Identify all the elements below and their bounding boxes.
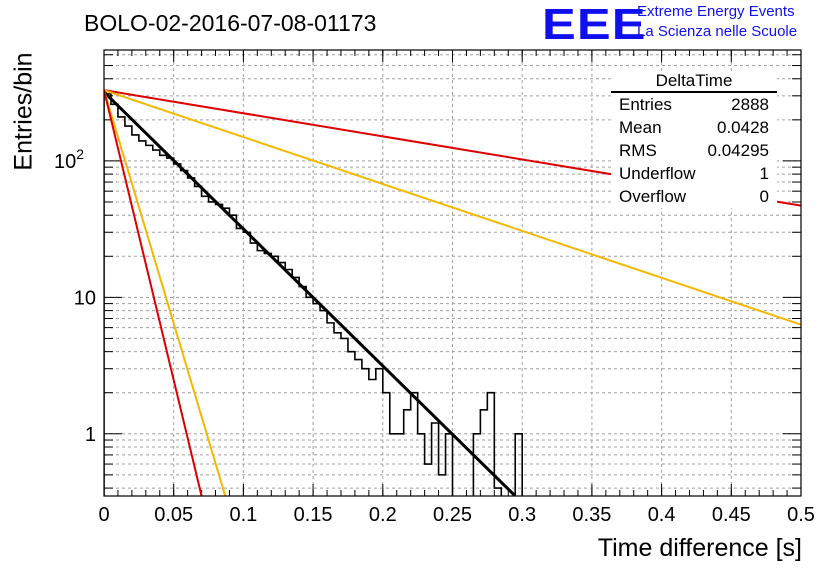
stats-box: DeltaTime Entries 2888 Mean 0.0428 RMS 0… (611, 71, 777, 208)
stats-row-mean: Mean 0.0428 (611, 116, 777, 139)
series-line-orange (104, 89, 801, 326)
stats-label: Entries (619, 95, 672, 114)
x-tick-label: 0.2 (369, 504, 397, 526)
series-line-orange (104, 89, 227, 496)
x-tick-label: 0.4 (648, 504, 676, 526)
x-tick-label: 0.3 (508, 504, 536, 526)
x-tick-label: 0 (98, 504, 109, 526)
chart-title: BOLO-02-2016-07-08-01173 (84, 10, 377, 36)
histogram-outline (104, 93, 523, 496)
stats-value: 0 (759, 187, 769, 206)
stats-value: 0.0428 (717, 118, 769, 137)
eee-logo: EEE (542, 0, 647, 49)
y-tick-label: 10 (74, 287, 96, 309)
stats-label: Underflow (619, 164, 696, 183)
stats-label: Mean (619, 118, 662, 137)
logo-text-line2: La Scienza nelle Scuole (637, 23, 798, 40)
plot-frame (103, 49, 802, 497)
stats-row-underflow: Underflow 1 (611, 162, 777, 185)
stats-row-rms: RMS 0.04295 (611, 139, 777, 162)
stats-value: 2888 (731, 95, 769, 114)
stats-row-entries: Entries 2888 (611, 93, 777, 116)
x-axis-label: Time difference [s] (597, 534, 802, 562)
stats-value: 1 (759, 164, 769, 183)
x-tick-label: 0.25 (433, 504, 472, 526)
y-tick-label: 102 (54, 146, 84, 173)
stats-title: DeltaTime (611, 71, 777, 93)
x-tick-label: 0.05 (154, 504, 193, 526)
y-tick-label: 1 (85, 424, 96, 446)
x-tick-label: 0.1 (229, 504, 257, 526)
x-tick-label: 0.35 (572, 504, 611, 526)
series-line-black (104, 90, 517, 496)
logo-text-line1: Extreme Energy Events (637, 3, 795, 20)
stats-label: RMS (619, 141, 657, 160)
y-axis-label: Entries/bin (9, 52, 38, 171)
x-tick-label: 0.45 (712, 504, 751, 526)
stats-row-overflow: Overflow 0 (611, 185, 777, 208)
x-tick-label: 0.5 (787, 504, 815, 526)
stats-value: 0.04295 (707, 141, 769, 160)
x-tick-label: 0.15 (294, 504, 333, 526)
series-line-red (104, 89, 203, 496)
stats-label: Overflow (619, 187, 687, 206)
